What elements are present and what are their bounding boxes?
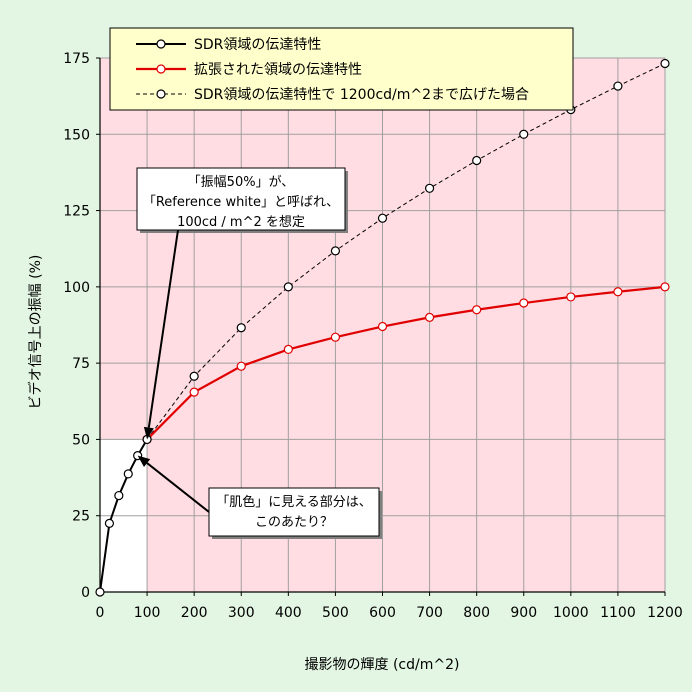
series-point-1 xyxy=(236,361,246,371)
x-tick-label: 900 xyxy=(510,605,537,621)
series-point-0 xyxy=(95,587,105,597)
y-tick-label: 25 xyxy=(72,509,90,525)
series-line-1 xyxy=(146,285,666,441)
annotations: 「振幅50%」が、「Reference white」と呼ばれ、 100cd / m… xyxy=(136,167,382,539)
x-axis-title: 撮影物の輝度 (cd/m^2) xyxy=(305,656,460,673)
annotation-text-1-1: このあたり？ xyxy=(255,515,333,530)
series-point-1 xyxy=(660,282,670,292)
legend-marker-1 xyxy=(156,64,166,74)
annotation-text-1-0: 「肌色」に見える部分は、 xyxy=(216,494,372,510)
annotation-arrow-line-1 xyxy=(146,462,210,513)
series-point-1 xyxy=(189,387,199,397)
series-point-1 xyxy=(472,305,482,315)
series-point-2 xyxy=(472,155,482,166)
series-point-0 xyxy=(114,490,124,501)
series-point-2 xyxy=(189,371,199,381)
x-tick-label: 400 xyxy=(275,605,302,621)
series-point-1 xyxy=(283,344,293,355)
series-point-2 xyxy=(660,58,670,69)
x-tick-label: 800 xyxy=(463,605,490,621)
legend-label-0: SDR領域の伝達特性 xyxy=(194,36,321,53)
x-tick-label: 300 xyxy=(228,605,255,621)
y-tick-label: 75 xyxy=(72,356,90,372)
series-point-1 xyxy=(377,321,388,332)
series-point-2 xyxy=(377,213,388,223)
x-tick-label: 1100 xyxy=(600,605,636,621)
x-tick-label: 500 xyxy=(322,605,349,621)
y-tick-label: 125 xyxy=(63,204,90,220)
y-axis-title: ビデオ信号上の振幅 (%) xyxy=(27,255,44,410)
x-tick-label: 200 xyxy=(181,605,208,621)
series-point-2 xyxy=(613,81,623,91)
series-point-2 xyxy=(519,129,529,139)
annotation-arrow-head-1 xyxy=(137,455,151,467)
legend-box xyxy=(109,27,574,111)
series-line-2 xyxy=(146,63,666,440)
series-point-1 xyxy=(330,332,341,342)
y-tick-label: 100 xyxy=(63,280,90,296)
series-layer xyxy=(95,58,670,597)
series-point-1 xyxy=(519,298,529,308)
x-tick-label: 100 xyxy=(134,605,161,621)
x-tick-label: 700 xyxy=(416,605,443,621)
series-point-2 xyxy=(283,282,293,292)
x-tick-label: 600 xyxy=(369,605,396,621)
y-tick-label: 150 xyxy=(63,127,90,143)
annotation-text-0-1: 「Reference white」と呼ばれ、 xyxy=(143,195,339,210)
annotation-text-0-0: 「振幅50%」が、 xyxy=(188,175,295,190)
annotation-arrow-line-0 xyxy=(147,229,179,428)
annotation-text-0-2: 100cd / m^2 を想定 xyxy=(177,214,305,230)
series-point-0 xyxy=(123,469,133,479)
series-point-2 xyxy=(424,183,435,193)
x-tick-label: 1000 xyxy=(553,605,589,621)
annotation-box-0 xyxy=(136,167,346,231)
x-tick-label: 0 xyxy=(96,605,105,621)
legend-marker-2 xyxy=(156,89,166,99)
legend-marker-0 xyxy=(156,39,166,49)
annotation-arrow-head-0 xyxy=(143,426,154,440)
legend-label-1: 拡張された領域の伝達特性 xyxy=(194,61,362,78)
series-point-0 xyxy=(104,518,115,528)
x-tick-label: 1200 xyxy=(647,605,683,621)
series-point-2 xyxy=(236,323,246,333)
series-point-1 xyxy=(424,312,435,322)
axes: 0 100 200 300 400 500 600 700 800 900 1000 1100 1200… xyxy=(63,51,683,621)
y-tick-label: 0 xyxy=(81,585,90,601)
y-tick-label: 50 xyxy=(72,432,90,448)
series-point-1 xyxy=(613,287,623,297)
y-tick-label: 175 xyxy=(63,51,90,67)
legend-label-2: SDR領域の伝達特性で 1200cd/m^2まで広げた場合 xyxy=(194,86,529,103)
series-point-1 xyxy=(566,292,576,302)
series-point-2 xyxy=(330,246,341,256)
